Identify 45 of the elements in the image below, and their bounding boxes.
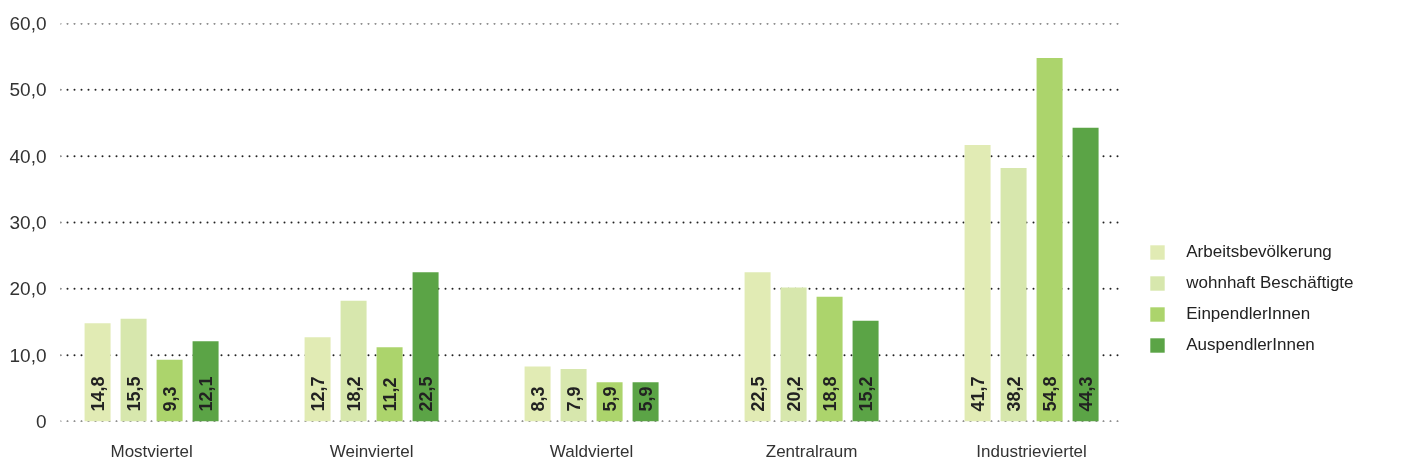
data-label: 22,5 — [748, 376, 769, 412]
data-label: 12,7 — [308, 376, 329, 412]
bar — [780, 287, 807, 422]
legend-label: Arbeitsbevölkerung — [1186, 242, 1332, 262]
legend-label: wohnhaft Beschäftigte — [1186, 273, 1354, 293]
bar — [412, 272, 439, 422]
y-tick-label: 0 — [35, 411, 47, 432]
y-tick-label: 60,0 — [9, 13, 47, 34]
data-label: 18,2 — [344, 376, 365, 412]
data-label: 12,1 — [196, 376, 217, 412]
data-label: 22,5 — [416, 376, 437, 412]
legend-label: AuspendlerInnen — [1186, 335, 1315, 355]
bar — [964, 144, 991, 422]
y-tick-label: 20,0 — [9, 278, 47, 300]
data-label: 7,9 — [564, 386, 585, 412]
bar — [340, 300, 367, 422]
bar — [744, 272, 771, 422]
x-tick-label: Industrieviertel — [976, 441, 1087, 461]
data-label: 15,2 — [856, 376, 877, 412]
data-label: 15,5 — [124, 376, 145, 412]
data-label: 5,9 — [600, 386, 621, 412]
data-label: 54,8 — [1040, 376, 1061, 412]
y-tick-label: 30,0 — [9, 212, 47, 233]
x-tick-label: Zentralraum — [765, 441, 858, 461]
bar — [816, 296, 843, 422]
data-label: 5,9 — [636, 386, 657, 412]
y-tick-label: 10,0 — [9, 344, 47, 366]
data-label: 8,3 — [528, 386, 549, 412]
data-label: 41,7 — [968, 376, 989, 412]
data-label: 9,3 — [160, 386, 181, 412]
data-label: 11,2 — [380, 377, 401, 412]
bar — [1000, 168, 1027, 422]
y-tick-label: 50,0 — [9, 79, 47, 101]
bar — [1036, 57, 1063, 422]
data-label: 14,8 — [88, 376, 109, 412]
x-tick-label: Waldviertel — [549, 441, 634, 461]
x-tick-label: Weinviertel — [329, 441, 414, 461]
bar — [1072, 127, 1099, 422]
data-label: 44,3 — [1076, 376, 1097, 412]
legend-label: EinpendlerInnen — [1186, 304, 1311, 324]
data-label: 20,2 — [784, 376, 805, 412]
data-label: 18,8 — [820, 376, 841, 412]
x-tick-label: Mostviertel — [110, 441, 193, 461]
data-label: 38,2 — [1004, 376, 1025, 412]
y-tick-label: 40,0 — [9, 145, 47, 167]
